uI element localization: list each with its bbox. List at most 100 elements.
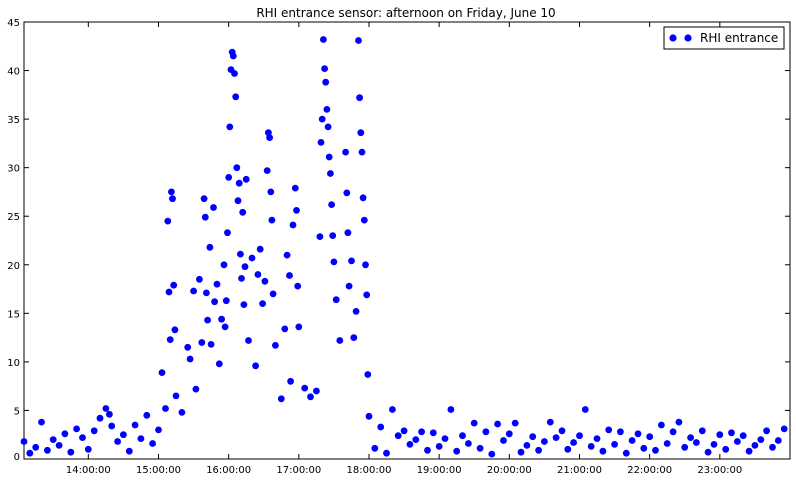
data-point bbox=[558, 427, 566, 435]
data-point bbox=[634, 430, 642, 438]
data-point bbox=[67, 448, 75, 456]
data-point bbox=[322, 78, 330, 86]
data-point bbox=[149, 440, 157, 447]
y-axis: 0 5 10 15 20 25 30 35 40 45 bbox=[7, 18, 790, 463]
data-point bbox=[317, 139, 325, 146]
data-point bbox=[345, 282, 353, 290]
data-point bbox=[356, 94, 363, 102]
x-axis: 14:00:00 15:00:00 16:00:00 17:00:00 18:00:00… bbox=[66, 22, 742, 476]
x-tick-label: 17:00:00 bbox=[276, 465, 321, 476]
data-point bbox=[254, 271, 262, 278]
data-point bbox=[261, 277, 269, 285]
data-point bbox=[500, 437, 507, 444]
data-point bbox=[371, 444, 379, 452]
data-point bbox=[400, 427, 408, 435]
data-point bbox=[318, 115, 326, 123]
data-point bbox=[283, 251, 291, 259]
data-point bbox=[281, 325, 289, 333]
legend-marker bbox=[669, 34, 677, 42]
y-tick-label: 10 bbox=[7, 358, 20, 369]
data-point bbox=[200, 195, 208, 203]
x-tick-label: 19:00:00 bbox=[417, 465, 462, 476]
data-point bbox=[224, 229, 231, 237]
data-point bbox=[294, 282, 302, 290]
data-point bbox=[102, 405, 110, 412]
data-point bbox=[593, 435, 601, 442]
data-point bbox=[26, 449, 34, 457]
data-point bbox=[241, 263, 249, 271]
data-point bbox=[55, 442, 63, 449]
data-point bbox=[162, 405, 169, 412]
data-point bbox=[494, 420, 501, 428]
legend-box bbox=[663, 26, 785, 50]
data-point bbox=[226, 123, 234, 131]
data-point bbox=[343, 189, 351, 197]
data-point bbox=[248, 254, 256, 262]
data-point bbox=[336, 337, 344, 344]
data-point bbox=[211, 298, 219, 306]
data-point bbox=[252, 362, 259, 370]
data-point bbox=[505, 430, 513, 438]
data-point bbox=[90, 427, 98, 435]
data-point bbox=[220, 261, 228, 269]
data-point bbox=[158, 369, 166, 376]
data-point bbox=[663, 440, 671, 447]
data-point bbox=[237, 250, 244, 258]
data-point bbox=[108, 422, 116, 430]
data-point bbox=[324, 123, 332, 131]
data-point bbox=[365, 412, 373, 420]
data-point bbox=[511, 419, 519, 427]
data-point bbox=[20, 438, 28, 445]
data-point bbox=[131, 421, 139, 429]
data-point bbox=[210, 204, 217, 211]
data-point bbox=[389, 406, 396, 413]
data-point bbox=[546, 418, 554, 426]
data-point bbox=[435, 443, 443, 450]
data-point bbox=[84, 445, 92, 453]
data-point bbox=[114, 438, 121, 445]
data-point bbox=[171, 326, 179, 334]
data-point bbox=[287, 377, 294, 385]
data-point bbox=[327, 170, 334, 177]
data-point bbox=[295, 323, 303, 331]
data-point bbox=[293, 207, 300, 214]
data-point bbox=[313, 387, 320, 395]
data-point bbox=[355, 37, 362, 44]
data-point bbox=[96, 414, 104, 422]
data-point bbox=[622, 449, 630, 457]
y-tick-label: 0 bbox=[14, 452, 20, 463]
data-point bbox=[342, 148, 349, 156]
data-point bbox=[49, 436, 57, 443]
data-point bbox=[429, 429, 437, 437]
data-point bbox=[221, 323, 229, 331]
data-point bbox=[570, 439, 577, 446]
data-point bbox=[207, 341, 215, 348]
data-point bbox=[125, 447, 133, 455]
data-point bbox=[774, 437, 782, 444]
x-tick-label: 21:00:00 bbox=[557, 465, 602, 476]
data-point bbox=[229, 52, 237, 60]
data-point bbox=[186, 355, 194, 363]
data-point bbox=[235, 179, 243, 187]
data-point bbox=[441, 435, 449, 442]
data-point bbox=[364, 371, 372, 378]
data-point bbox=[605, 426, 613, 434]
data-point bbox=[143, 411, 151, 419]
data-point bbox=[155, 426, 162, 434]
data-point bbox=[640, 444, 648, 452]
data-point bbox=[79, 434, 86, 441]
data-point bbox=[277, 395, 285, 403]
data-point bbox=[476, 444, 484, 452]
data-point bbox=[256, 245, 264, 253]
data-point bbox=[232, 93, 240, 101]
y-tick-label: 20 bbox=[7, 261, 20, 272]
data-point bbox=[269, 290, 277, 298]
data-point bbox=[263, 167, 271, 175]
data-point bbox=[240, 301, 248, 308]
data-point bbox=[611, 441, 618, 448]
data-point bbox=[73, 425, 80, 433]
data-point bbox=[332, 296, 340, 304]
data-point bbox=[488, 450, 496, 458]
data-point bbox=[165, 288, 173, 296]
